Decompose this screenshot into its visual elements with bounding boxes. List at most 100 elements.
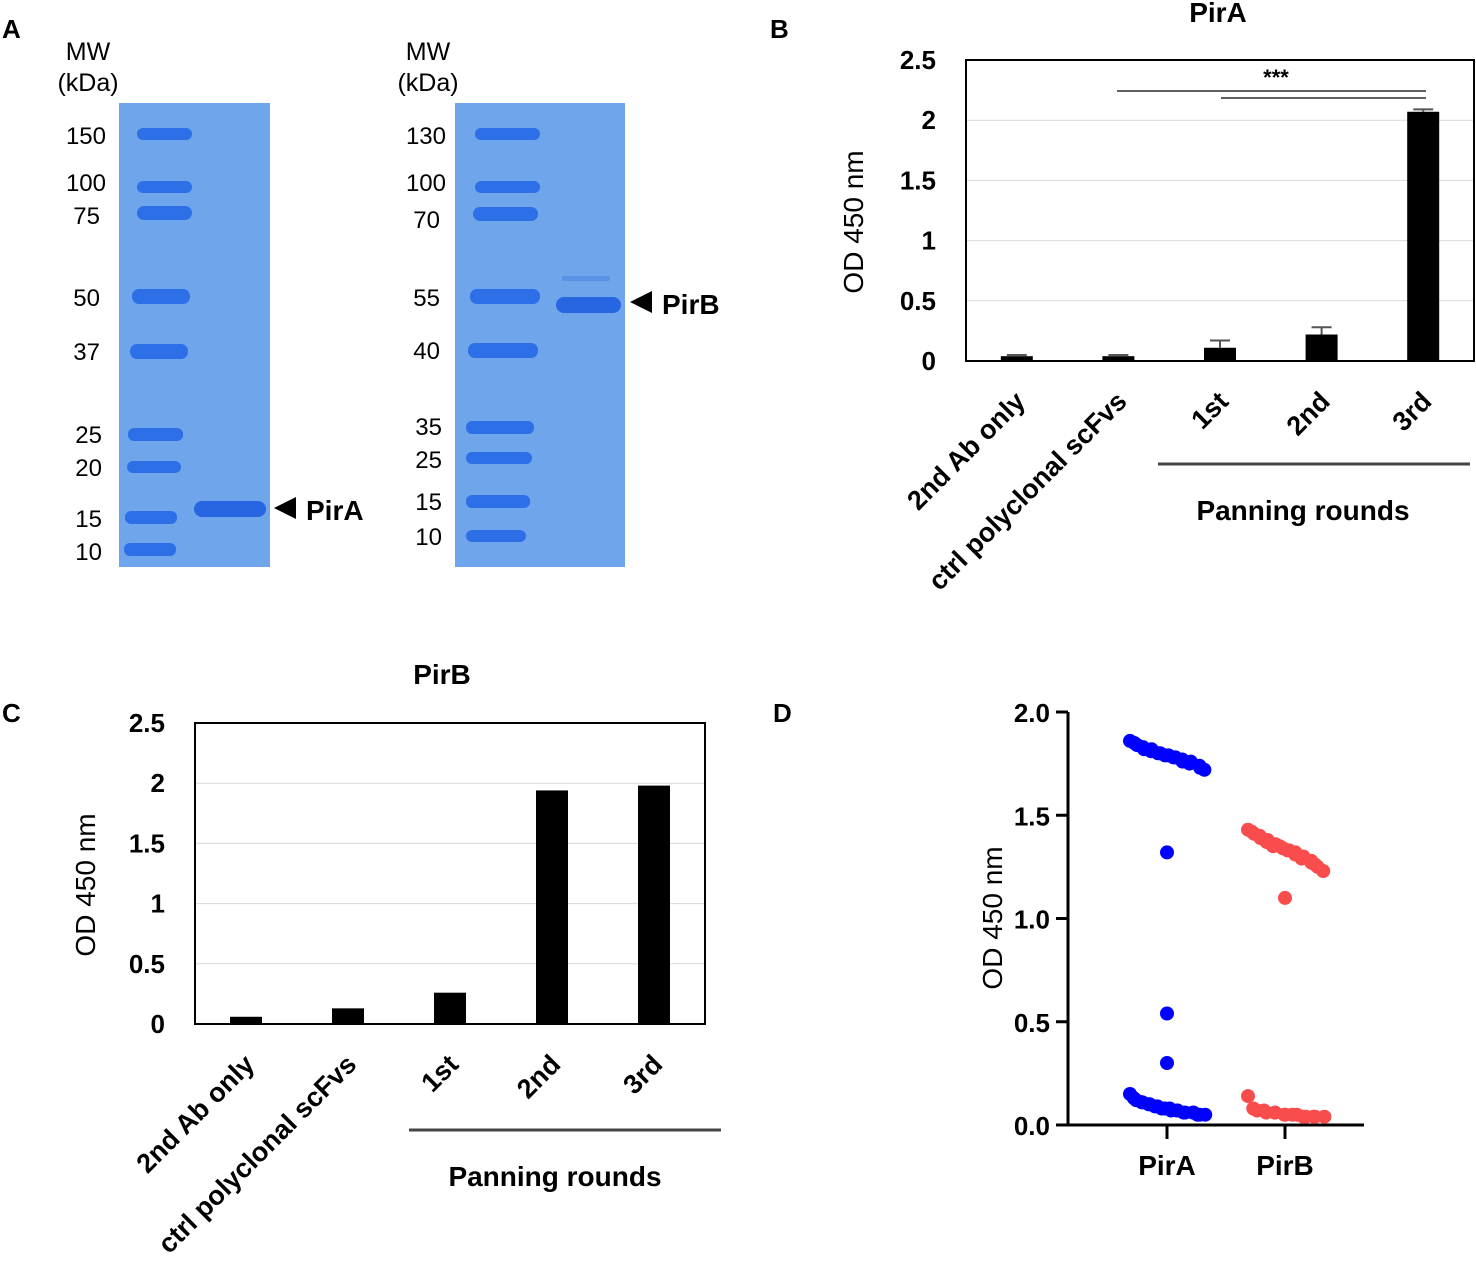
chart-b: PirA OD 450 nm 00.511.522.5 2nd Ab onlyc… (838, 0, 1475, 596)
gel1-marker-label: 15 (75, 506, 102, 533)
chart-b-ytick-label: 1.5 (900, 165, 936, 195)
chart-b-ytick-label: 2 (922, 105, 936, 135)
panel-label-c: C (2, 698, 21, 728)
gel2-ladder-band (470, 289, 540, 304)
gel1-marker-label: 20 (75, 455, 102, 482)
chart-b-bar (1305, 334, 1338, 361)
gel2-marker-label: 25 (415, 447, 442, 474)
chart-c: PirB OD 450 nm 00.511.522.5 2nd Ab onlyc… (70, 659, 721, 1259)
gel1-band-label: PirA (306, 495, 364, 526)
chart-d-point-pirb (1241, 1089, 1255, 1104)
chart-c-category-label: 1st (415, 1049, 464, 1098)
chart-b-significance: *** (1263, 65, 1289, 90)
gel1-marker-label: 150 (66, 123, 106, 150)
chart-d-axes (1056, 710, 1364, 1139)
chart-d-point-pira (1198, 1107, 1213, 1122)
gel1-ladder-band (132, 289, 190, 304)
gel2-marker-label: 10 (415, 524, 442, 551)
gel2-pirb-band (556, 297, 621, 313)
chart-b-category-label: 1st (1185, 386, 1234, 435)
gel1-ladder-band (125, 511, 177, 524)
gel1-marker-label: 25 (75, 422, 102, 449)
gel2-ladder-band (473, 207, 538, 221)
chart-c-ytick-label: 1 (151, 889, 165, 919)
chart-c-category-label: 3rd (617, 1049, 668, 1100)
gel2-ladder-band (475, 181, 540, 193)
gel1-marker-label: 75 (73, 203, 100, 230)
chart-b-ytick-label: 0.5 (900, 286, 936, 316)
chart-b-group-label: Panning rounds (1196, 495, 1409, 526)
chart-b-category-label: 3rd (1387, 386, 1438, 437)
gel1-background (119, 103, 270, 567)
chart-d-ytick-label: 1.5 (1014, 801, 1050, 831)
chart-c-ytick-label: 1.5 (129, 828, 165, 858)
chart-d-point-pira (1160, 845, 1174, 860)
panel-label-b: B (770, 14, 789, 44)
gel1-ladder-band (137, 206, 192, 220)
gel1-ladder-band (127, 461, 181, 473)
gel-pira: MW (kDa) 150 100 75 50 37 25 20 15 10 Pi (57, 38, 364, 567)
chart-c-bar (638, 785, 670, 1024)
gel-pirb: MW (kDa) 130 100 70 55 40 35 25 15 10 (397, 38, 720, 567)
gel1-pira-band (194, 501, 266, 517)
gel1-marker-label: 10 (75, 539, 102, 566)
chart-d: OD 450 nm 0.0 0.5 1.0 1.5 2.0 PirA PirB (977, 698, 1364, 1181)
chart-d-category-label: PirB (1256, 1150, 1314, 1181)
chart-b-ytick-label: 0 (922, 346, 936, 376)
chart-b-bar (1102, 356, 1135, 361)
chart-d-ytick-label: 0.5 (1014, 1008, 1050, 1038)
gel2-marker-label: 70 (413, 207, 440, 234)
gel1-ladder-band (137, 181, 192, 193)
chart-c-ytick-label: 2 (151, 768, 165, 798)
chart-c-bar (332, 1008, 364, 1024)
panel-label-d: D (773, 698, 792, 728)
chart-c-title: PirB (413, 659, 471, 690)
chart-b-ytick-label: 1 (922, 226, 936, 256)
chart-b-ytick-label: 2.5 (900, 45, 936, 75)
gel2-mw-header-line2: (kDa) (397, 69, 458, 97)
gel1-marker-label: 100 (66, 170, 106, 197)
gel2-background (455, 103, 625, 567)
chart-b-category-label: 2nd (1281, 386, 1336, 441)
gel2-ladder-band (466, 421, 534, 434)
gel2-faint-band (562, 276, 610, 281)
chart-c-category-label: ctrl polyclonal scFvs (152, 1049, 362, 1259)
chart-d-ylabel: OD 450 nm (977, 846, 1008, 989)
chart-c-category-label: 2nd (511, 1049, 566, 1104)
gel2-marker-label: 55 (413, 285, 440, 312)
chart-b-ylabel: OD 450 nm (838, 150, 869, 293)
gel1-ladder (124, 128, 192, 556)
chart-c-bar (230, 1016, 262, 1024)
chart-c-ytick-label: 2.5 (129, 708, 165, 738)
chart-b-bar (1000, 356, 1033, 361)
chart-b-bar (1204, 347, 1236, 361)
panel-label-a: A (2, 14, 21, 44)
gel2-marker-label: 40 (413, 338, 440, 365)
chart-d-point-pirb (1278, 890, 1292, 905)
chart-c-ylabel: OD 450 nm (70, 813, 101, 956)
gel1-arrow-icon (274, 497, 296, 519)
gel2-ladder (466, 128, 540, 542)
gel2-marker-label: 35 (415, 414, 442, 441)
gel2-marker-label: 15 (415, 489, 442, 516)
chart-d-point-pirb (1316, 864, 1331, 878)
chart-d-point-pira (1197, 762, 1212, 777)
gel1-marker-label: 37 (73, 339, 100, 366)
chart-d-ytick-label: 0.0 (1014, 1111, 1050, 1141)
gel2-ladder-band (466, 452, 532, 464)
gel1-ladder-band (137, 128, 192, 140)
gel2-ladder-band (468, 343, 538, 358)
gel2-mw-header-line1: MW (406, 38, 451, 66)
gel1-mw-header-line1: MW (66, 38, 111, 66)
chart-b-frame (965, 59, 1475, 362)
chart-c-frame (194, 722, 706, 1025)
gel1-ladder-band (128, 428, 183, 441)
gel2-band-label: PirB (662, 289, 720, 320)
gel2-ladder-band (466, 495, 530, 508)
gel2-arrow-icon (630, 291, 652, 313)
gel1-ladder-band (124, 543, 176, 556)
chart-b-title: PirA (1189, 0, 1247, 28)
chart-d-point-pirb (1317, 1109, 1332, 1124)
chart-c-bar (536, 790, 568, 1024)
